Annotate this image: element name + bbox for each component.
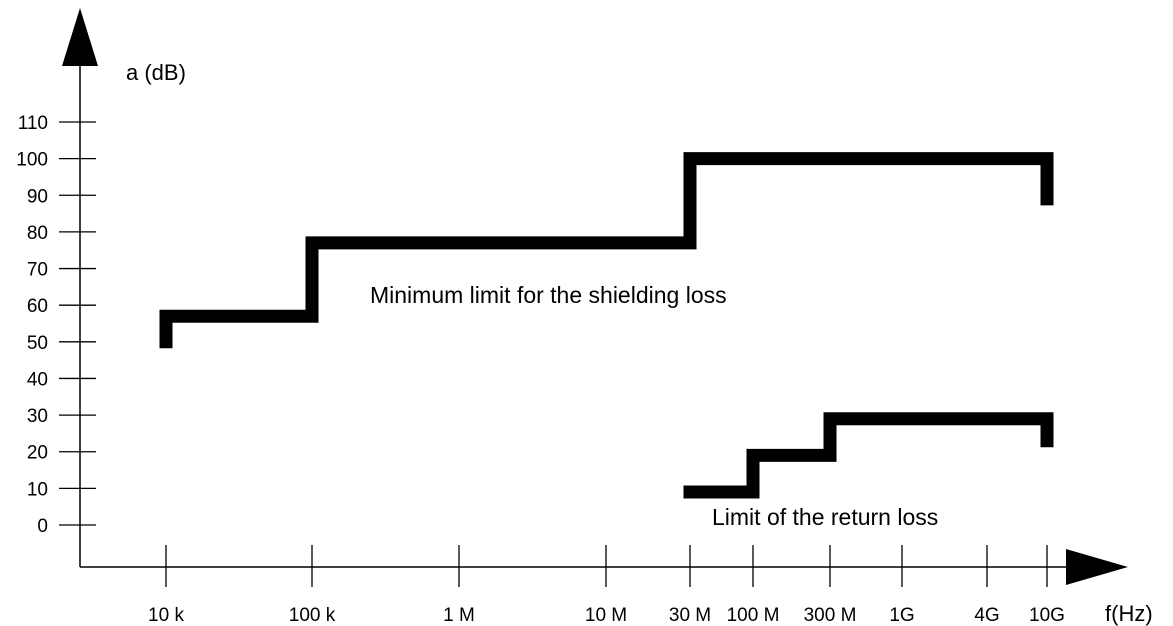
y-tick-label: 80	[27, 223, 48, 244]
annotation-return-loss: Limit of the return loss	[712, 504, 938, 530]
x-tick-label: 10G	[1029, 605, 1065, 626]
x-tick-label: 30 M	[669, 605, 711, 626]
series-line-shielding-loss	[159, 152, 1054, 349]
y-tick-label: 110	[18, 113, 48, 134]
axes: a (dB) f(Hz)	[62, 8, 1153, 626]
y-tick-label: 60	[27, 296, 48, 317]
x-tick-label: 1 M	[443, 605, 475, 626]
annotation-shielding-loss: Minimum limit for the shielding loss	[370, 282, 727, 308]
y-axis-arrowhead	[62, 8, 98, 66]
y-tick-label: 100	[16, 150, 48, 171]
x-axis-arrowhead	[1066, 549, 1128, 585]
x-tick-label: 300 M	[804, 605, 857, 626]
annotations: Minimum limit for the shielding loss Lim…	[370, 282, 938, 530]
y-axis-title: a (dB)	[126, 60, 186, 85]
x-tick-label: 10 k	[148, 605, 184, 626]
y-tick-label: 70	[27, 260, 48, 281]
x-tick-label: 4G	[974, 605, 999, 626]
series-line-return-loss	[683, 412, 1054, 499]
x-tick-label: 100 M	[727, 605, 780, 626]
y-tick-label: 90	[27, 186, 48, 207]
series	[159, 152, 1054, 499]
x-tick-label: 10 M	[585, 605, 627, 626]
y-ticks: 0 10 20 30 40 50 60 70 80 90 100 110	[16, 113, 96, 537]
x-axis-title: f(Hz)	[1105, 601, 1153, 626]
x-ticks: 10 k 100 k 1 M 10 M 30 M 100 M 300 M 1G 4G 10G	[148, 545, 1065, 626]
x-tick-label: 1G	[889, 605, 914, 626]
y-tick-label: 10	[27, 479, 48, 500]
y-tick-label: 20	[27, 443, 48, 464]
y-tick-label: 40	[27, 369, 48, 390]
y-tick-label: 30	[27, 406, 48, 427]
y-tick-label: 50	[27, 333, 48, 354]
x-tick-label: 100 k	[289, 605, 336, 626]
y-tick-label: 0	[37, 516, 48, 537]
